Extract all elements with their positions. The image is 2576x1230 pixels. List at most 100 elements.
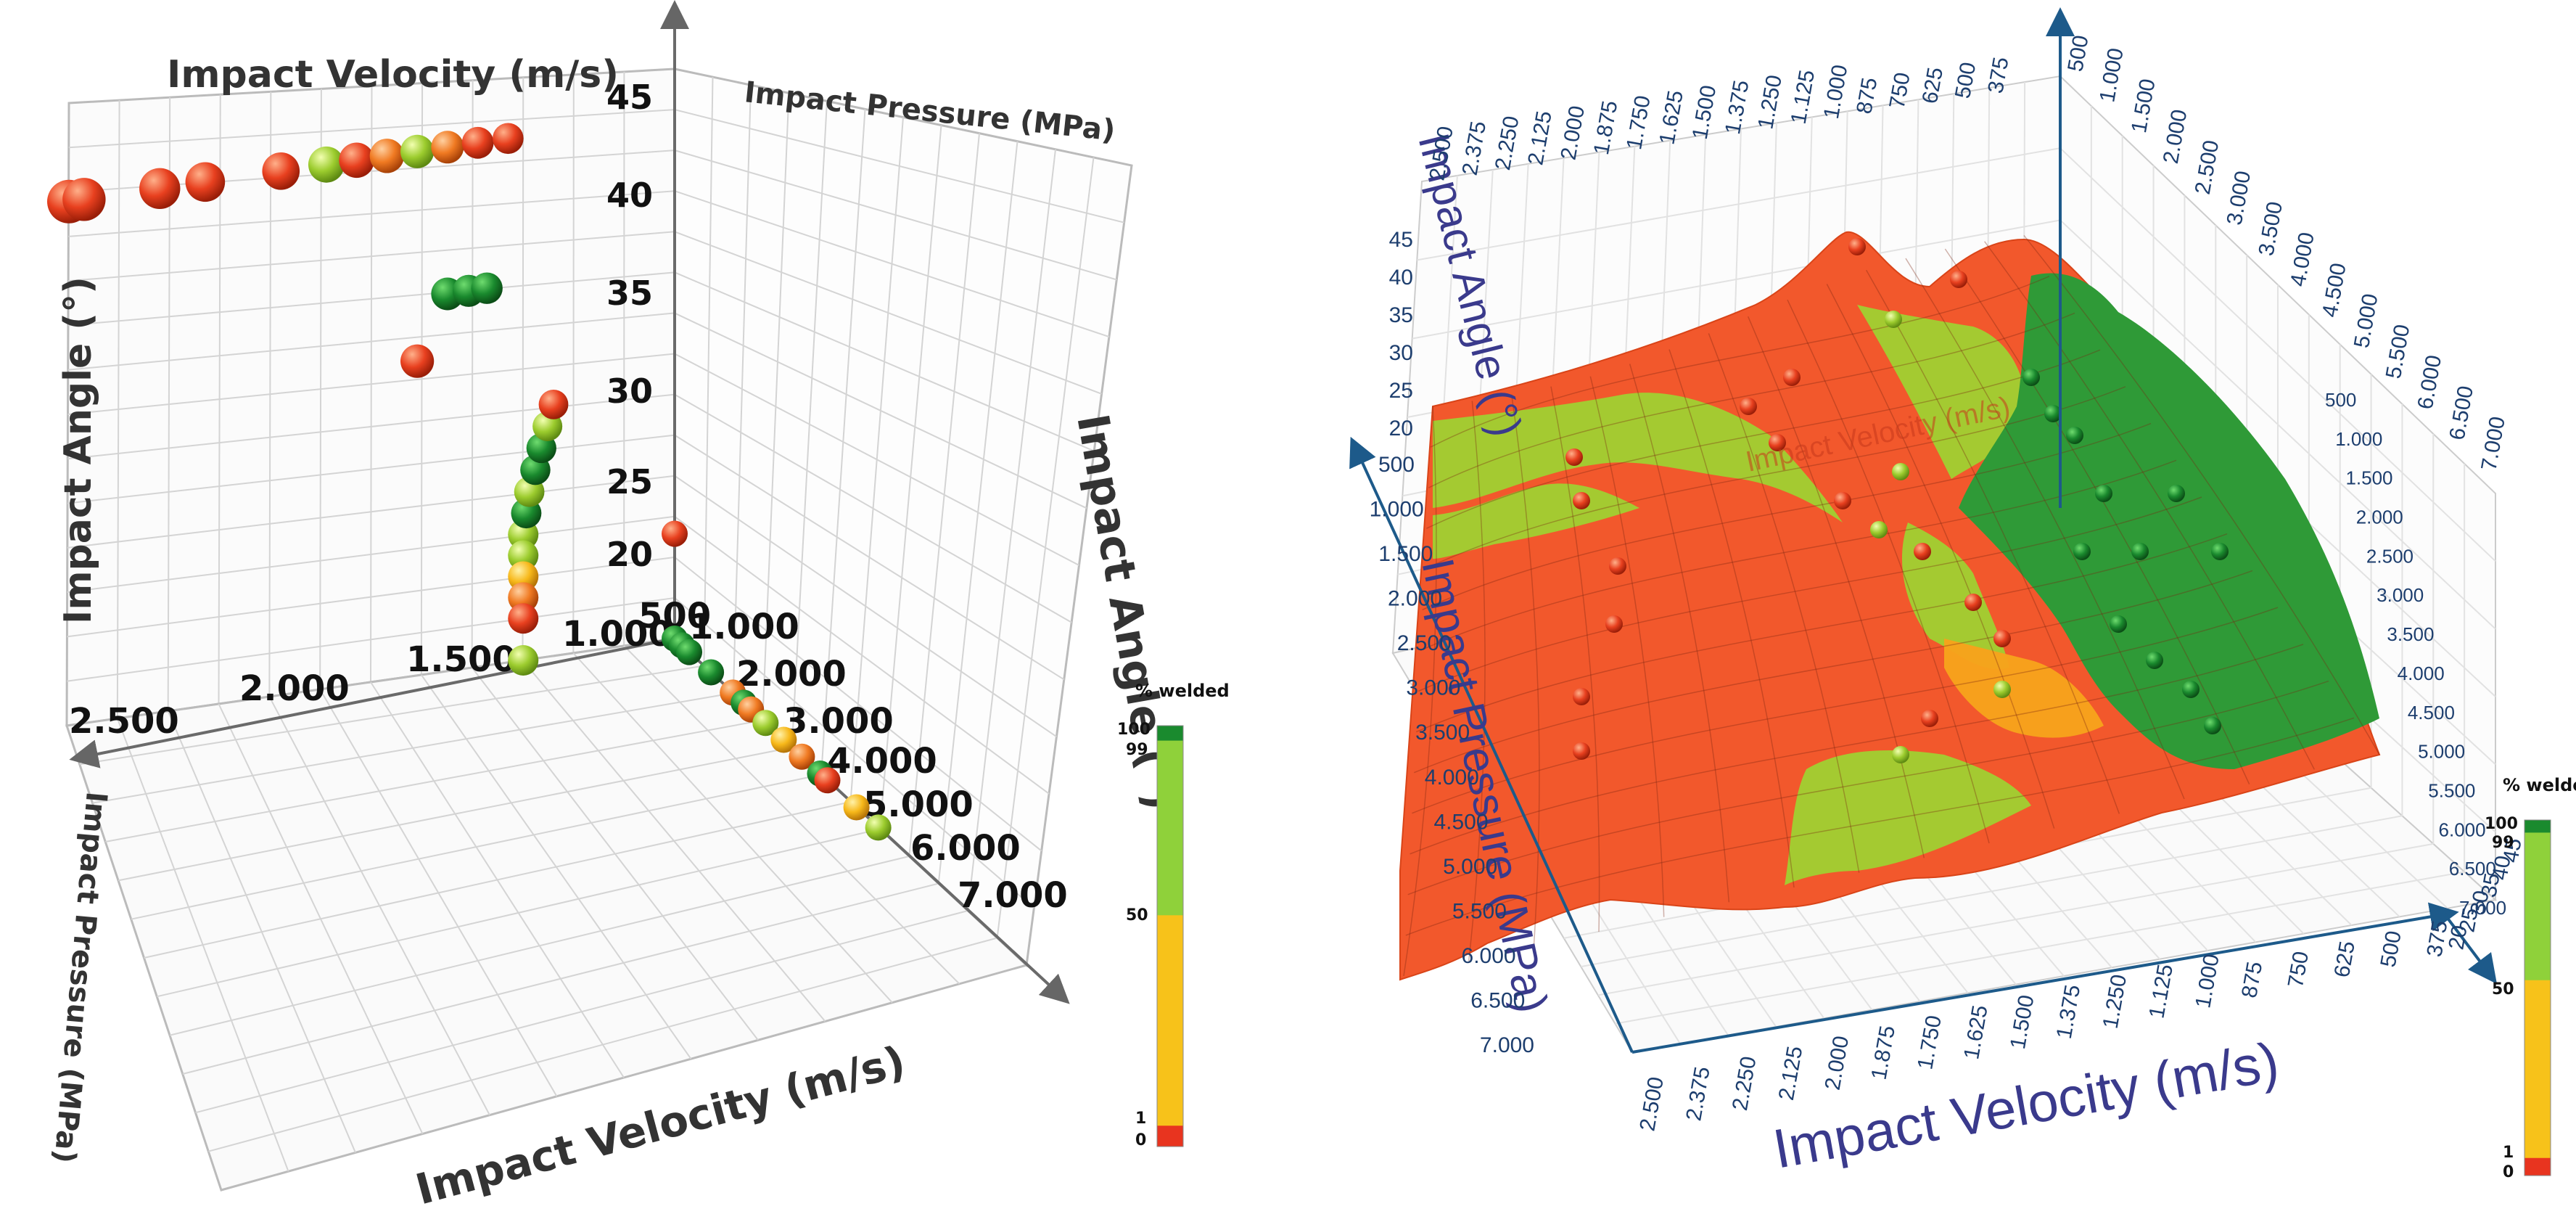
left-velocity-tick: 1.500 (406, 639, 517, 680)
right-legend-bar (2524, 819, 2551, 1176)
surface-point (1834, 492, 1851, 509)
surface-bottom-velocity-tick: 625 (2330, 939, 2360, 979)
floor-plane (65, 637, 1029, 1192)
scatter-point (698, 659, 725, 686)
surface-top-velocity-tick: 2.125 (1523, 109, 1557, 167)
surface-side-pressure-tick: 3.500 (2387, 623, 2434, 645)
surface-point (1993, 630, 2011, 647)
surface-point (2182, 681, 2200, 698)
scatter-point (789, 743, 815, 770)
right-legend-tick-0: 0 (2503, 1163, 2514, 1181)
surface-side-angle-tick: 35 (2477, 872, 2504, 900)
surface-top-velocity-tick: 2.000 (1557, 104, 1590, 162)
surface-back-pressure-tick: 2.000 (2159, 107, 2192, 165)
surface-side-pressure-tick: 5.500 (2428, 779, 2475, 801)
surface-velocity-axis (1631, 902, 2459, 1054)
scatter-point (262, 152, 300, 190)
surface-point (1573, 742, 1590, 760)
right-legend-title: % welded (2503, 775, 2576, 795)
surface-point (1769, 434, 1786, 451)
surface-top-velocity-tick: 1.875 (1589, 99, 1623, 157)
surface-bottom-velocity-tick: 875 (2237, 960, 2267, 1000)
surface-point (2066, 427, 2083, 444)
surface-angle-tick: 45 (1389, 228, 1413, 252)
scatter-point (752, 710, 779, 737)
right-legend-tick-99: 99 (2492, 834, 2514, 852)
surface-point (1573, 492, 1590, 509)
surface-pressure-tick: 2.500 (1397, 631, 1452, 655)
surface-point (1914, 543, 1931, 560)
surface-side-angle-tick: 30 (2466, 889, 2493, 917)
surface-point (1950, 271, 1967, 288)
surface-side-pressure-tick: 2.000 (2356, 507, 2403, 528)
surface-right-axis (2443, 913, 2497, 984)
scatter-point (538, 389, 569, 419)
surface-side-pressure-tick: 3.000 (2377, 584, 2424, 606)
surface-point (1885, 311, 1902, 328)
surface-bottom-velocity-tick: 1.125 (2144, 962, 2178, 1020)
left-angle-tick: 20 (606, 535, 653, 574)
left-pressure-tick: 4.000 (827, 741, 937, 782)
surface-point (1892, 746, 1909, 763)
left-scatter-panel: Impact Velocity (m/s) Impact Pressure (M… (47, 0, 1186, 1215)
left-legend-tick-100: 100 (1117, 721, 1151, 739)
surface-pressure-tick: 7.000 (1480, 1033, 1534, 1057)
scatter-point (508, 603, 539, 634)
angle-axis-title-left: Impact Angle (°) (57, 276, 100, 624)
surface-back-pressure-tick: 5.500 (2382, 323, 2415, 381)
surface-point (1870, 521, 1888, 538)
scatter-point (431, 131, 464, 164)
scatter-point (369, 139, 405, 173)
left-pressure-tick: 7.000 (958, 875, 1068, 916)
left-legend-tick-1: 1 (1135, 1110, 1146, 1128)
surface-point (1964, 594, 1982, 611)
surface-point (1848, 238, 1866, 255)
left-legend-tick-0: 0 (1135, 1131, 1146, 1149)
surface-angle-ticks: 45 40 35 30 25 20 (1389, 228, 1413, 440)
surface-bottom-velocity-tick: 750 (2284, 950, 2313, 990)
scatter-point (770, 726, 797, 753)
surface-side-angle-tick: 25 (2455, 906, 2482, 935)
surface-pressure-tick: 5.000 (1443, 855, 1497, 879)
surface-point (1892, 463, 1909, 480)
surface-back-pressure-tick: 1.500 (2127, 77, 2160, 135)
surface-bottom-velocity-tick: 1.625 (1959, 1004, 1993, 1062)
surface-side-pressure-tick: 6.000 (2439, 819, 2486, 840)
left-legend-tick-99: 99 (1126, 741, 1148, 759)
surface-bottom-velocity-tick: 500 (2377, 929, 2406, 969)
surface-side-pressure-tick: 1.500 (2345, 467, 2392, 489)
right-surface-panel: Impact Angle (°) Impact Pressure (MPa) I… (1349, 7, 2527, 1181)
surface-point (1565, 448, 1583, 466)
scatter-point (508, 645, 539, 676)
velocity-axis-title-top: Impact Velocity (m/s) (167, 53, 619, 97)
surface-pressure-tick: 1.500 (1378, 542, 1433, 566)
left-angle-tick: 30 (606, 372, 653, 411)
scatter-point (471, 272, 503, 304)
surface-point (1609, 557, 1626, 575)
surface-point (1993, 681, 2011, 698)
scatter-point (139, 168, 181, 209)
surface-pressure-tick: 3.500 (1415, 721, 1470, 745)
right-legend-tick-50: 50 (2492, 980, 2514, 999)
surface-point (2095, 485, 2112, 502)
surface-point (2146, 652, 2163, 669)
scatter-point (185, 162, 226, 202)
surface-pressure-tick: 4.000 (1425, 766, 1479, 790)
surface-back-pressure-tick: 1.000 (2095, 46, 2128, 104)
surface-back-pressure-tick: 3.000 (2223, 169, 2256, 227)
left-angle-tick: 40 (606, 176, 653, 215)
surface-back-pressure-tick: 2.500 (2191, 139, 2224, 197)
surface-point (2022, 369, 2040, 386)
surface-angle-tick: 30 (1389, 341, 1413, 365)
surface-lime-central (1901, 522, 2009, 669)
scatter-point (814, 767, 841, 794)
surface-top-velocity-tick: 1.750 (1622, 94, 1655, 152)
surface-back-pressure-tick: 6.000 (2414, 353, 2447, 411)
surface-pressure-tick: 6.500 (1470, 988, 1525, 1012)
right-legend: % welded 100 99 50 1 0 (2485, 775, 2576, 1181)
surface-angle-tick: 20 (1389, 417, 1413, 440)
surface-point (2110, 615, 2127, 633)
surface-side-pressure-tick: 6.500 (2449, 858, 2496, 880)
surface-bottom-velocity-tick: 1.750 (1913, 1014, 1946, 1072)
